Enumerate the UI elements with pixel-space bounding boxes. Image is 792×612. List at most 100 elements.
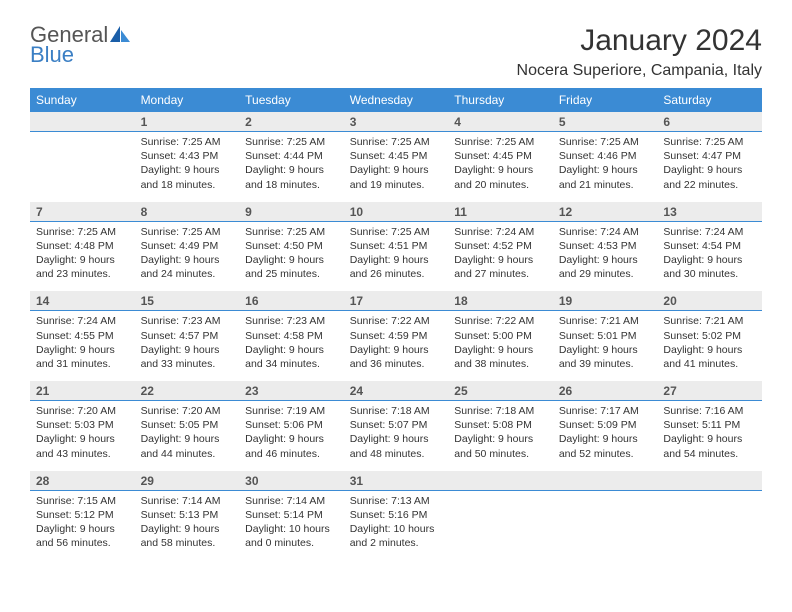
sunset-text: Sunset: 4:58 PM bbox=[245, 329, 338, 343]
sunset-text: Sunset: 4:51 PM bbox=[350, 239, 443, 253]
sunrise-text: Sunrise: 7:15 AM bbox=[36, 494, 129, 508]
day-number: 19 bbox=[553, 291, 658, 310]
day-number: 13 bbox=[657, 202, 762, 221]
sunset-text: Sunset: 5:07 PM bbox=[350, 418, 443, 432]
day-cell: Sunrise: 7:17 AMSunset: 5:09 PMDaylight:… bbox=[553, 401, 658, 471]
day-cell: Sunrise: 7:25 AMSunset: 4:45 PMDaylight:… bbox=[344, 132, 449, 202]
day-cell: Sunrise: 7:14 AMSunset: 5:14 PMDaylight:… bbox=[239, 491, 344, 561]
daylight-text: Daylight: 9 hours and 31 minutes. bbox=[36, 343, 129, 371]
daylight-text: Daylight: 9 hours and 36 minutes. bbox=[350, 343, 443, 371]
daylight-text: Daylight: 9 hours and 23 minutes. bbox=[36, 253, 129, 281]
day-cell: Sunrise: 7:23 AMSunset: 4:57 PMDaylight:… bbox=[135, 311, 240, 381]
sunset-text: Sunset: 4:43 PM bbox=[141, 149, 234, 163]
day-number: 8 bbox=[135, 202, 240, 221]
day-cell: Sunrise: 7:19 AMSunset: 5:06 PMDaylight:… bbox=[239, 401, 344, 471]
day-cell: Sunrise: 7:22 AMSunset: 5:00 PMDaylight:… bbox=[448, 311, 553, 381]
sunset-text: Sunset: 5:09 PM bbox=[559, 418, 652, 432]
sunset-text: Sunset: 5:02 PM bbox=[663, 329, 756, 343]
sunrise-text: Sunrise: 7:14 AM bbox=[141, 494, 234, 508]
day-number: 1 bbox=[135, 112, 240, 131]
weekday-header: Thursday bbox=[448, 88, 553, 112]
sunset-text: Sunset: 4:54 PM bbox=[663, 239, 756, 253]
sunrise-text: Sunrise: 7:16 AM bbox=[663, 404, 756, 418]
day-number: 15 bbox=[135, 291, 240, 310]
day-cell bbox=[30, 132, 135, 202]
daylight-text: Daylight: 9 hours and 33 minutes. bbox=[141, 343, 234, 371]
sunrise-text: Sunrise: 7:25 AM bbox=[141, 225, 234, 239]
day-number: 26 bbox=[553, 381, 658, 400]
logo: General Blue bbox=[30, 24, 132, 66]
sunrise-text: Sunrise: 7:21 AM bbox=[663, 314, 756, 328]
daylight-text: Daylight: 9 hours and 22 minutes. bbox=[663, 163, 756, 191]
day-number: 22 bbox=[135, 381, 240, 400]
sunrise-text: Sunrise: 7:25 AM bbox=[663, 135, 756, 149]
daylight-text: Daylight: 9 hours and 18 minutes. bbox=[141, 163, 234, 191]
day-cell: Sunrise: 7:25 AMSunset: 4:43 PMDaylight:… bbox=[135, 132, 240, 202]
title-block: January 2024 Nocera Superiore, Campania,… bbox=[517, 24, 762, 80]
sunrise-text: Sunrise: 7:25 AM bbox=[245, 225, 338, 239]
day-cell: Sunrise: 7:25 AMSunset: 4:44 PMDaylight:… bbox=[239, 132, 344, 202]
day-cell: Sunrise: 7:24 AMSunset: 4:55 PMDaylight:… bbox=[30, 311, 135, 381]
daylight-text: Daylight: 9 hours and 44 minutes. bbox=[141, 432, 234, 460]
location-subtitle: Nocera Superiore, Campania, Italy bbox=[517, 62, 762, 80]
logo-sail-icon bbox=[110, 26, 132, 42]
day-number: 14 bbox=[30, 291, 135, 310]
daylight-text: Daylight: 10 hours and 0 minutes. bbox=[245, 522, 338, 550]
day-cell: Sunrise: 7:15 AMSunset: 5:12 PMDaylight:… bbox=[30, 491, 135, 561]
day-number: 24 bbox=[344, 381, 449, 400]
sunset-text: Sunset: 4:53 PM bbox=[559, 239, 652, 253]
sunrise-text: Sunrise: 7:25 AM bbox=[454, 135, 547, 149]
daylight-text: Daylight: 9 hours and 24 minutes. bbox=[141, 253, 234, 281]
sunset-text: Sunset: 4:47 PM bbox=[663, 149, 756, 163]
day-number bbox=[30, 112, 135, 131]
day-cell: Sunrise: 7:24 AMSunset: 4:54 PMDaylight:… bbox=[657, 222, 762, 292]
sunset-text: Sunset: 5:14 PM bbox=[245, 508, 338, 522]
weekday-header: Sunday bbox=[30, 88, 135, 112]
daylight-text: Daylight: 9 hours and 38 minutes. bbox=[454, 343, 547, 371]
calendar: SundayMondayTuesdayWednesdayThursdayFrid… bbox=[30, 88, 762, 560]
daylight-text: Daylight: 9 hours and 29 minutes. bbox=[559, 253, 652, 281]
daylight-text: Daylight: 9 hours and 46 minutes. bbox=[245, 432, 338, 460]
sunset-text: Sunset: 4:48 PM bbox=[36, 239, 129, 253]
sunset-text: Sunset: 5:08 PM bbox=[454, 418, 547, 432]
day-number: 2 bbox=[239, 112, 344, 131]
daynum-row: 28293031 bbox=[30, 471, 762, 491]
day-cell: Sunrise: 7:25 AMSunset: 4:50 PMDaylight:… bbox=[239, 222, 344, 292]
day-cell: Sunrise: 7:24 AMSunset: 4:53 PMDaylight:… bbox=[553, 222, 658, 292]
day-cell bbox=[657, 491, 762, 561]
day-number: 18 bbox=[448, 291, 553, 310]
daylight-text: Daylight: 9 hours and 27 minutes. bbox=[454, 253, 547, 281]
day-number: 21 bbox=[30, 381, 135, 400]
sunset-text: Sunset: 5:16 PM bbox=[350, 508, 443, 522]
daylight-text: Daylight: 9 hours and 39 minutes. bbox=[559, 343, 652, 371]
daylight-text: Daylight: 9 hours and 58 minutes. bbox=[141, 522, 234, 550]
sunrise-text: Sunrise: 7:17 AM bbox=[559, 404, 652, 418]
sunset-text: Sunset: 4:59 PM bbox=[350, 329, 443, 343]
sunrise-text: Sunrise: 7:24 AM bbox=[663, 225, 756, 239]
daynum-row: 123456 bbox=[30, 112, 762, 132]
sunrise-text: Sunrise: 7:24 AM bbox=[454, 225, 547, 239]
sunset-text: Sunset: 5:06 PM bbox=[245, 418, 338, 432]
daylight-text: Daylight: 9 hours and 50 minutes. bbox=[454, 432, 547, 460]
weekday-header: Wednesday bbox=[344, 88, 449, 112]
day-number: 23 bbox=[239, 381, 344, 400]
sunset-text: Sunset: 5:00 PM bbox=[454, 329, 547, 343]
day-cell: Sunrise: 7:25 AMSunset: 4:49 PMDaylight:… bbox=[135, 222, 240, 292]
day-number: 6 bbox=[657, 112, 762, 131]
daylight-text: Daylight: 9 hours and 48 minutes. bbox=[350, 432, 443, 460]
sunrise-text: Sunrise: 7:20 AM bbox=[141, 404, 234, 418]
day-cell: Sunrise: 7:25 AMSunset: 4:46 PMDaylight:… bbox=[553, 132, 658, 202]
daylight-text: Daylight: 9 hours and 25 minutes. bbox=[245, 253, 338, 281]
day-cell: Sunrise: 7:23 AMSunset: 4:58 PMDaylight:… bbox=[239, 311, 344, 381]
week-body-row: Sunrise: 7:25 AMSunset: 4:48 PMDaylight:… bbox=[30, 222, 762, 292]
daylight-text: Daylight: 9 hours and 34 minutes. bbox=[245, 343, 338, 371]
sunrise-text: Sunrise: 7:20 AM bbox=[36, 404, 129, 418]
day-cell: Sunrise: 7:25 AMSunset: 4:45 PMDaylight:… bbox=[448, 132, 553, 202]
day-number: 17 bbox=[344, 291, 449, 310]
day-number: 5 bbox=[553, 112, 658, 131]
sunrise-text: Sunrise: 7:23 AM bbox=[245, 314, 338, 328]
sunrise-text: Sunrise: 7:25 AM bbox=[141, 135, 234, 149]
sunrise-text: Sunrise: 7:18 AM bbox=[350, 404, 443, 418]
sunset-text: Sunset: 4:57 PM bbox=[141, 329, 234, 343]
sunrise-text: Sunrise: 7:22 AM bbox=[350, 314, 443, 328]
